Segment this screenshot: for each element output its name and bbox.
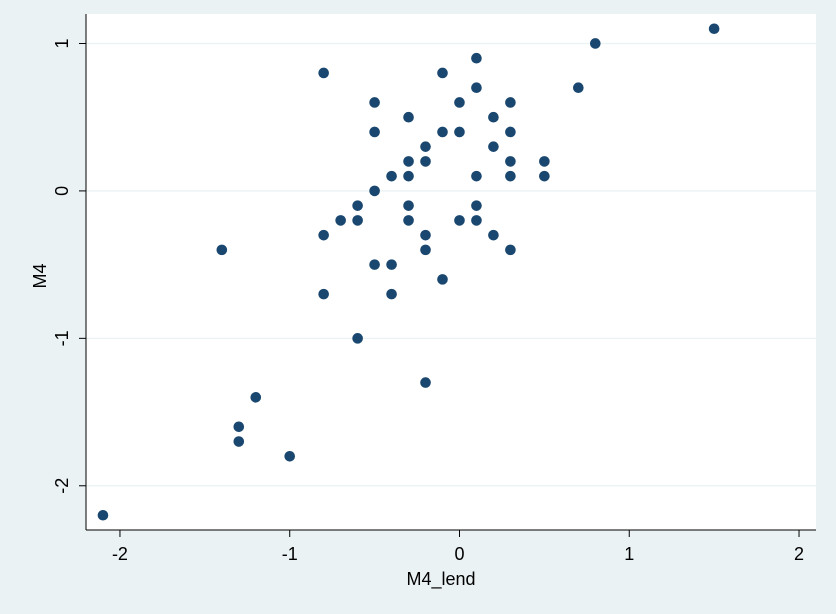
scatter-point-30 — [437, 67, 448, 79]
scatter-point-42 — [488, 141, 499, 152]
scatter-point-45 — [505, 126, 516, 138]
data-points — [97, 23, 720, 521]
y-tick-label-3: 1 — [52, 38, 72, 48]
scatter-point-2 — [233, 421, 245, 433]
axes — [85, 14, 816, 531]
scatter-point-46 — [505, 156, 516, 167]
x-tick-label-3: 1 — [624, 544, 634, 564]
scatter-point-10 — [352, 200, 363, 211]
x-tick-label-4: 2 — [794, 544, 804, 564]
scatter-point-22 — [403, 170, 414, 182]
scatter-point-51 — [573, 82, 584, 94]
scatter-point-7 — [318, 229, 329, 241]
scatter-point-15 — [369, 185, 380, 197]
scatter-point-29 — [420, 377, 431, 388]
scatter-point-26 — [420, 156, 431, 167]
scatter-point-0 — [97, 509, 109, 521]
scatter-point-11 — [352, 215, 363, 226]
scatter-point-34 — [454, 126, 465, 138]
scatter-point-24 — [403, 215, 414, 226]
scatter-point-3 — [233, 436, 245, 447]
scatter-point-6 — [318, 67, 329, 79]
scatter-point-47 — [505, 170, 516, 182]
scatter-point-40 — [471, 215, 482, 226]
scatter-point-41 — [488, 111, 499, 123]
scatter-point-1 — [216, 244, 228, 256]
x-tick-label-2: 0 — [454, 544, 464, 564]
scatter-point-39 — [471, 200, 482, 211]
scatter-point-13 — [369, 97, 380, 108]
scatter-point-52 — [590, 38, 601, 49]
scatter-point-23 — [403, 200, 414, 211]
scatter-point-8 — [318, 288, 329, 300]
scatter-point-48 — [505, 244, 516, 256]
scatter-point-9 — [335, 215, 346, 226]
scatter-point-31 — [437, 126, 448, 138]
scatter-point-32 — [437, 274, 448, 285]
scatter-point-36 — [471, 52, 482, 64]
x-tick-label-1: -1 — [282, 544, 298, 564]
scatter-point-43 — [488, 229, 499, 241]
scatter-point-44 — [505, 97, 516, 108]
x-axis-ticks: -2 -1 0 1 2 — [112, 530, 804, 564]
y-tick-label-1: -1 — [52, 330, 72, 346]
x-tick-label-0: -2 — [112, 544, 128, 564]
gridlines — [86, 42, 816, 487]
scatter-point-53 — [708, 23, 720, 35]
x-axis-label: M4_lend — [406, 569, 475, 590]
scatter-point-14 — [369, 126, 380, 138]
scatter-point-27 — [420, 229, 431, 241]
scatter-point-19 — [386, 288, 397, 300]
scatter-point-12 — [352, 333, 363, 344]
y-axis-label: M4 — [30, 263, 50, 288]
y-tick-label-0: -2 — [52, 478, 72, 494]
scatter-point-37 — [471, 82, 482, 94]
scatter-point-16 — [369, 259, 380, 270]
scatter-point-49 — [539, 156, 550, 167]
y-axis-ticks: -2 -1 0 1 — [52, 38, 86, 494]
scatter-point-50 — [539, 170, 550, 182]
scatter-point-28 — [420, 244, 431, 256]
scatter-point-25 — [420, 141, 431, 152]
scatter-point-38 — [471, 170, 482, 182]
scatter-point-5 — [284, 450, 296, 462]
scatter-point-21 — [403, 156, 414, 167]
scatter-point-17 — [386, 170, 397, 182]
y-tick-label-2: 0 — [52, 186, 72, 196]
scatter-point-35 — [454, 215, 465, 226]
scatter-point-18 — [386, 259, 397, 270]
scatter-point-4 — [250, 392, 262, 403]
scatter-point-20 — [403, 111, 414, 123]
scatter-point-33 — [454, 97, 465, 108]
plot-area — [86, 14, 816, 530]
